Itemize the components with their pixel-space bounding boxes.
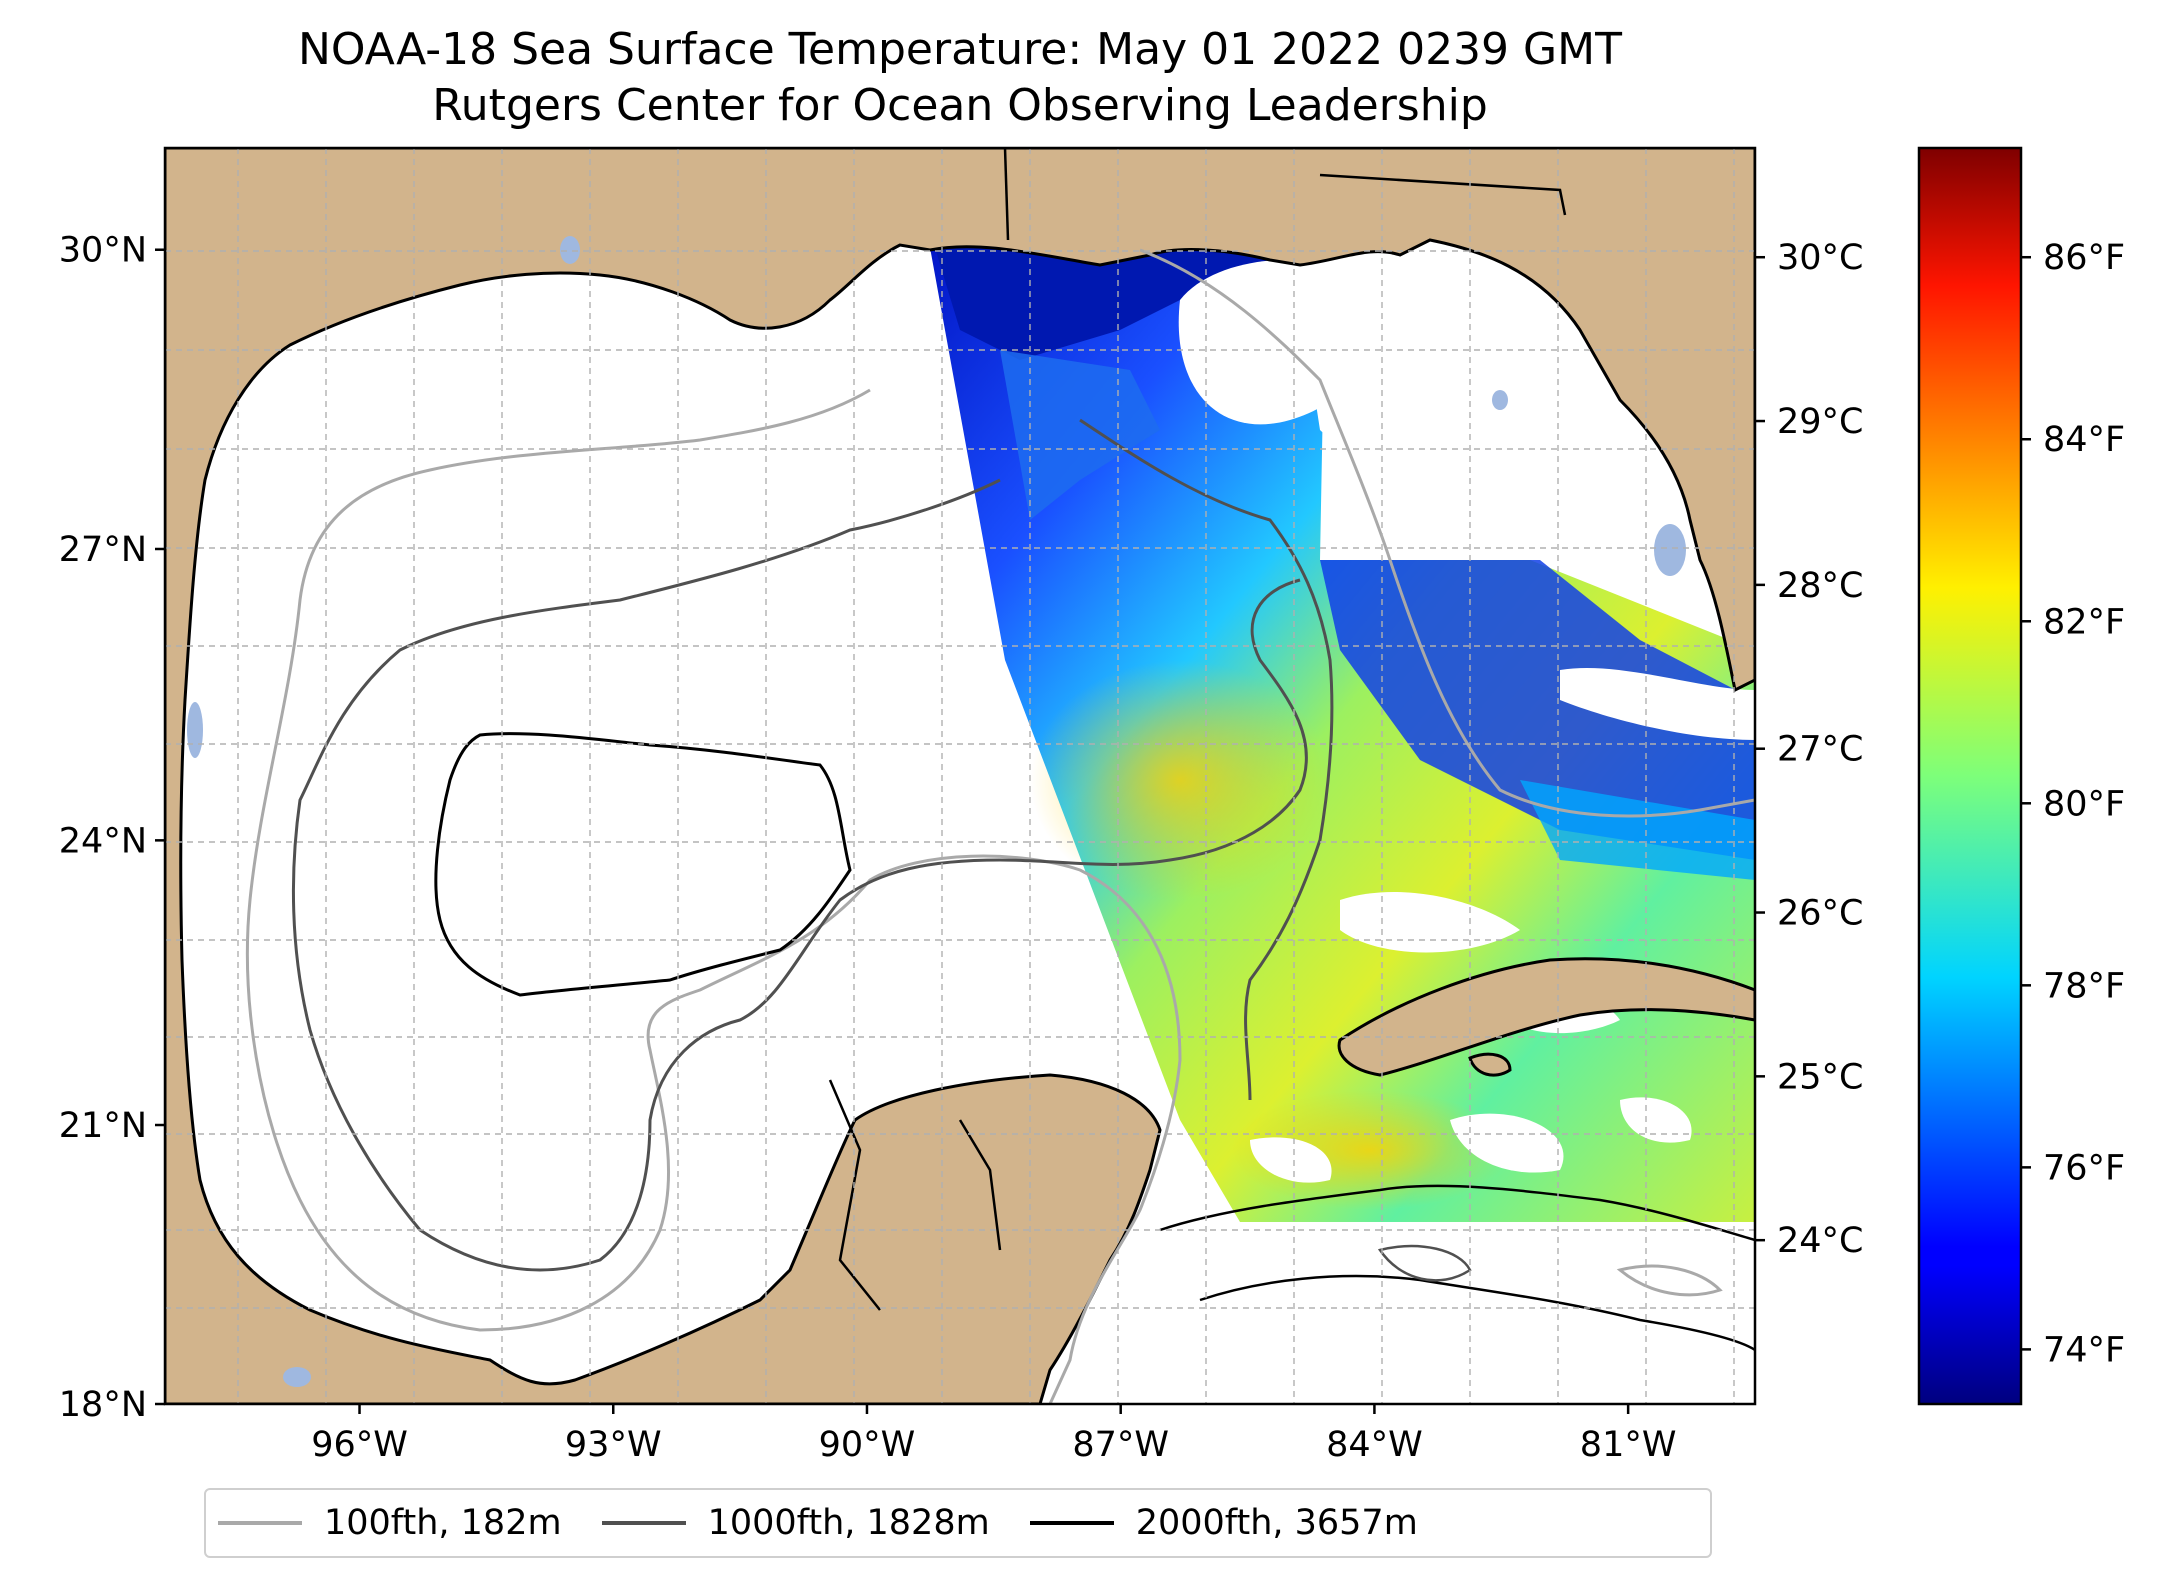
fahrenheit-label-2: 82°F <box>2043 602 2125 642</box>
lat-label-1: 27°N <box>59 530 147 570</box>
lon-label-4: 84°W <box>1326 1425 1423 1465</box>
map-frame <box>163 146 1757 1406</box>
land-isla-de-la-juventud <box>1468 1052 1512 1077</box>
contour-1000fth <box>291 478 1308 1272</box>
legend-item-100fth: 100fth, 182m <box>218 1503 562 1543</box>
colorbar-gradient <box>1917 146 2023 1406</box>
legend-swatch-1000fth <box>601 1521 686 1525</box>
legend-swatch-100fth <box>218 1521 302 1525</box>
title-line-2: Rutgers Center for Ocean Observing Leade… <box>432 80 1488 131</box>
lat-label-2: 24°N <box>59 821 147 861</box>
latitude-axis: 30°N 27°N 24°N 21°N 18°N <box>59 231 165 1425</box>
lon-label-0: 96°W <box>311 1425 408 1465</box>
bathymetry-legend: 100fth, 182m 1000fth, 1828m 2000fth, 365… <box>204 1488 1712 1558</box>
fahrenheit-label-6: 74°F <box>2043 1330 2125 1370</box>
celsius-axis: 30°C 29°C 28°C 27°C 26°C 25°C 24°C <box>1755 238 1863 1261</box>
celsius-label-3: 27°C <box>1777 730 1863 770</box>
lat-label-3: 21°N <box>59 1106 147 1146</box>
legend-item-1000fth: 1000fth, 1828m <box>601 1503 990 1543</box>
land-cuba <box>1337 957 1755 1077</box>
lon-label-2: 90°W <box>819 1425 916 1465</box>
borders <box>828 148 1567 1311</box>
fahrenheit-axis: 86°F 84°F 82°F 80°F 78°F 76°F 74°F <box>2021 238 2125 1370</box>
celsius-label-2: 28°C <box>1777 566 1863 606</box>
contour-2000fth-south <box>1159 1184 1755 1242</box>
fahrenheit-label-5: 76°F <box>2043 1148 2125 1188</box>
fahrenheit-label-0: 86°F <box>2043 238 2125 278</box>
contour-2000fth <box>434 732 852 997</box>
fahrenheit-label-1: 84°F <box>2043 420 2125 460</box>
celsius-label-6: 24°C <box>1777 1221 1863 1261</box>
title-line-1: NOAA-18 Sea Surface Temperature: May 01 … <box>298 24 1622 75</box>
lon-label-1: 93°W <box>565 1425 662 1465</box>
lon-label-5: 81°W <box>1580 1425 1677 1465</box>
legend-label-2000fth: 2000fth, 3657m <box>1135 1503 1418 1543</box>
lat-label-0: 30°N <box>59 231 147 271</box>
celsius-label-5: 25°C <box>1777 1057 1863 1097</box>
fahrenheit-label-3: 80°F <box>2043 784 2125 824</box>
contour-1000fth-east <box>1079 418 1334 1101</box>
celsius-label-0: 30°C <box>1777 238 1863 278</box>
gridlines <box>165 148 1755 1404</box>
land-masses <box>165 148 1755 1404</box>
legend-swatch-2000fth <box>1029 1521 1114 1525</box>
celsius-label-4: 26°C <box>1777 894 1863 934</box>
celsius-label-1: 29°C <box>1777 402 1863 442</box>
legend-label-100fth: 100fth, 182m <box>324 1503 562 1543</box>
bathymetry-contours <box>245 248 1755 1404</box>
land-north-america <box>165 148 1755 1404</box>
map-title: NOAA-18 Sea Surface Temperature: May 01 … <box>0 22 1920 134</box>
lon-label-3: 87°W <box>1072 1425 1169 1465</box>
contour-100fth-florida <box>1139 248 1755 818</box>
contour-100fth <box>245 388 1182 1404</box>
legend-item-2000fth: 2000fth, 3657m <box>1029 1503 1418 1543</box>
longitude-axis: 96°W 93°W 90°W 87°W 84°W 81°W <box>311 1404 1676 1465</box>
fahrenheit-label-4: 78°F <box>2043 966 2125 1006</box>
legend-label-1000fth: 1000fth, 1828m <box>707 1503 990 1543</box>
lat-label-4: 18°N <box>59 1385 147 1425</box>
